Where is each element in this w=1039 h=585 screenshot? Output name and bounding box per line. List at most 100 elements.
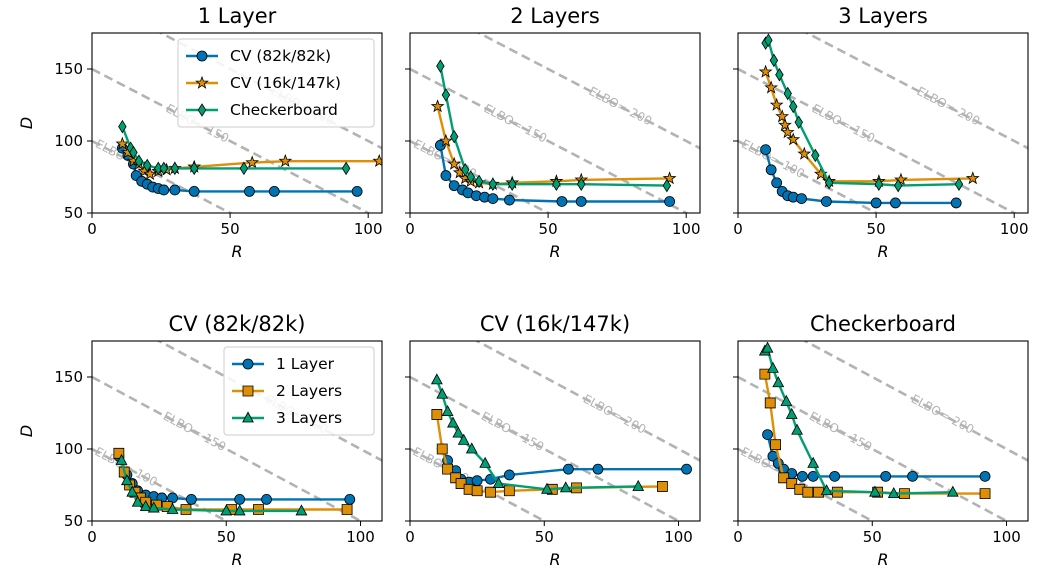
series-3 — [761, 33, 964, 193]
series-3 — [118, 119, 351, 176]
data-point — [430, 99, 445, 113]
data-point — [662, 171, 677, 185]
data-point — [759, 368, 771, 380]
data-point — [185, 493, 197, 505]
data-point — [244, 185, 255, 197]
axes-frame — [91, 32, 383, 214]
data-point — [452, 426, 465, 438]
data-point — [592, 463, 604, 475]
y-axis-label: D — [17, 117, 36, 129]
data-point — [233, 504, 246, 516]
y-tick-label: 100 — [54, 132, 83, 150]
data-point — [769, 53, 779, 68]
data-point — [765, 164, 777, 176]
x-tick-label: 100 — [672, 220, 701, 238]
data-point — [503, 469, 515, 481]
series-3 — [430, 373, 645, 494]
x-tick-label: 0 — [733, 220, 743, 238]
data-point — [786, 132, 801, 146]
y-tick-label: 150 — [54, 60, 83, 78]
data-point — [775, 109, 790, 123]
data-point — [559, 481, 572, 493]
legend-marker — [242, 385, 254, 397]
subplot-1: ELBO=-100ELBO=-150ELBO=-2000501005010015… — [17, 4, 383, 261]
reference-line — [476, 33, 700, 150]
legend: CV (82k/82k) CV (16k/147k) Checkerboard — [177, 38, 375, 128]
data-point — [461, 163, 470, 177]
data-point — [797, 146, 812, 160]
x-axis-label: R — [549, 242, 560, 261]
data-point — [575, 196, 587, 207]
data-point — [471, 485, 483, 497]
x-tick-label: 100 — [1000, 220, 1029, 238]
data-point — [492, 476, 505, 488]
x-tick-label: 0 — [405, 220, 415, 238]
data-point — [341, 504, 353, 515]
data-point — [797, 470, 808, 482]
data-point — [807, 456, 820, 468]
data-point — [488, 177, 498, 191]
data-point — [154, 161, 163, 176]
data-point — [485, 486, 496, 498]
reference-line — [92, 375, 364, 521]
x-tick-label: 0 — [733, 528, 743, 546]
subplot-title: CV (16k/147k) — [480, 312, 630, 336]
x-tick-label: 50 — [217, 528, 236, 546]
legend-marker — [242, 411, 254, 423]
legend: 1 Layer 2 Layers 3 Layers — [223, 346, 375, 436]
data-point — [139, 500, 152, 512]
x-tick-label: 100 — [992, 528, 1021, 546]
legend-label: 2 Layers — [276, 382, 342, 400]
data-point — [785, 407, 798, 419]
x-tick-label: 50 — [221, 220, 240, 238]
data-point — [760, 144, 772, 156]
data-point — [129, 145, 138, 160]
data-point — [120, 474, 133, 486]
data-point — [507, 177, 517, 191]
x-axis-label: R — [549, 550, 560, 569]
data-point — [344, 493, 356, 505]
data-point — [780, 125, 795, 139]
data-point — [441, 88, 451, 102]
data-point — [811, 148, 820, 163]
data-point — [775, 68, 784, 82]
data-point — [954, 177, 964, 191]
data-point — [239, 161, 249, 176]
subplot-title: CV (82k/82k) — [169, 312, 306, 336]
axes-frame — [409, 340, 701, 522]
data-point — [979, 488, 991, 500]
data-point — [632, 479, 645, 491]
data-point — [341, 161, 351, 176]
legend-marker — [196, 50, 208, 62]
data-point — [887, 487, 900, 499]
data-point — [253, 504, 264, 515]
subplot-title: 3 Layers — [838, 4, 928, 28]
data-point — [794, 115, 803, 130]
data-point — [662, 178, 672, 193]
data-point — [874, 177, 884, 191]
data-point — [503, 485, 515, 497]
data-point — [577, 177, 586, 191]
data-point — [159, 161, 169, 176]
data-point — [681, 463, 692, 475]
x-tick-label: 100 — [346, 528, 375, 546]
data-point — [820, 196, 832, 207]
data-point — [436, 443, 448, 455]
data-point — [552, 177, 561, 191]
legend-label: 1 Layer — [276, 355, 335, 373]
data-point — [351, 185, 363, 197]
data-point — [950, 197, 962, 209]
x-tick-label: 0 — [87, 220, 97, 238]
legend-label: CV (16k/147k) — [230, 74, 341, 92]
data-point — [436, 387, 449, 399]
data-point — [789, 99, 798, 114]
legend-label: Checkerboard — [230, 101, 338, 119]
data-point — [126, 485, 139, 497]
data-point — [764, 33, 773, 47]
legend-label: CV (82k/82k) — [230, 47, 331, 65]
data-point — [449, 129, 459, 144]
data-point — [761, 341, 774, 353]
data-point — [261, 493, 272, 505]
data-point — [169, 184, 181, 196]
